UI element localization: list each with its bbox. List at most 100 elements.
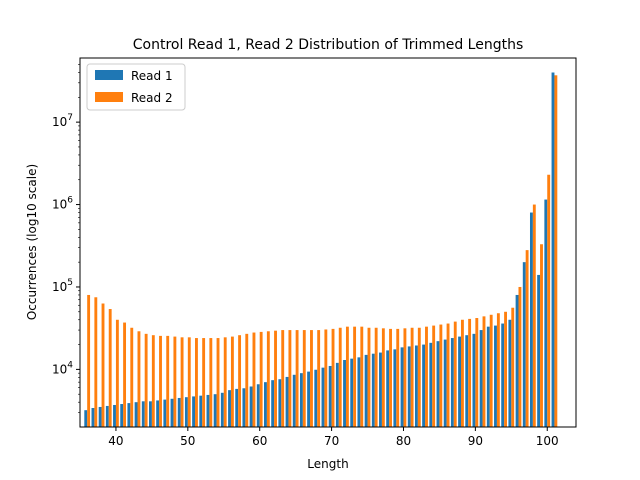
bar-read-1-length-94 [501,323,505,427]
y-tick-label-10e6: 106 [52,196,73,212]
bar-read-1-length-84 [429,342,433,427]
legend-swatch-read-2 [95,92,123,102]
bar-read-2-length-42 [130,327,134,427]
bar-read-2-length-66 [302,330,306,427]
x-axis: 40 50 60 70 80 90 100 [108,427,559,448]
bar-read-1-length-59 [249,386,253,427]
bar-read-2-length-83 [425,326,428,427]
legend-label-read-2: Read 2 [131,91,173,105]
bar-read-1-length-58 [242,388,246,427]
bar-read-1-length-75 [364,354,368,427]
bar-read-2-length-82 [417,327,421,427]
bar-read-1-length-79 [393,349,397,427]
bar-read-1-length-77 [379,352,382,427]
bar-read-1-length-95 [508,319,512,427]
bar-read-1-length-98 [529,212,533,427]
bar-read-2-length-69 [324,329,328,427]
bar-read-2-length-50 [187,337,191,427]
bar-read-1-length-50 [184,397,188,427]
bar-read-1-length-89 [465,335,469,427]
y-axis: 104 105 106 107 [52,64,80,413]
bar-read-2-length-63 [281,330,285,427]
bar-read-2-length-80 [403,328,407,427]
bar-read-1-length-85 [436,341,440,427]
bar-read-2-length-46 [159,335,162,427]
bar-read-1-length-100 [544,199,548,427]
bar-read-2-length-41 [123,322,127,427]
y-tick-label-10e5: 105 [52,278,73,294]
bar-read-1-length-40 [113,404,116,427]
legend: Read 1 Read 2 [86,63,186,111]
bar-read-1-length-45 [149,401,152,427]
bar-read-1-length-69 [321,367,325,427]
bar-read-1-length-54 [213,394,217,427]
bar-read-1-length-67 [307,371,311,427]
bar-read-1-length-81 [407,346,411,427]
bar-read-1-length-76 [371,353,375,427]
legend-label-read-1: Read 1 [131,69,173,83]
bar-read-2-length-59 [252,332,256,427]
bar-read-1-length-97 [522,262,526,427]
bar-read-1-length-44 [141,401,145,427]
x-tick-label-50: 50 [180,434,195,448]
bar-read-2-length-54 [216,338,220,427]
bar-read-1-length-64 [285,376,289,427]
bar-read-2-length-100 [547,174,551,427]
bar-read-2-length-79 [396,328,400,427]
bar-read-2-length-38 [101,303,105,427]
x-axis-label: Length [307,457,348,471]
bar-read-1-length-78 [386,350,390,427]
bar-read-2-length-55 [223,337,227,427]
bar-read-1-length-72 [343,360,346,427]
bar-read-1-length-70 [328,365,332,427]
bar-read-2-length-49 [180,337,184,427]
bar-read-2-length-65 [295,330,299,427]
chart-title: Control Read 1, Read 2 Distribution of T… [133,37,524,53]
legend-swatch-read-1 [95,70,123,80]
bar-read-2-length-87 [453,321,457,427]
bars-read-1 [84,72,555,427]
bar-read-2-length-47 [166,335,170,427]
bar-read-1-length-88 [458,336,461,427]
x-tick-label-70: 70 [324,434,339,448]
bar-read-1-length-38 [98,406,102,427]
bar-read-2-length-72 [345,326,349,427]
bar-read-2-length-85 [439,324,443,427]
bar-read-1-length-92 [486,326,490,427]
x-tick-label-60: 60 [252,434,267,448]
bar-read-1-length-87 [450,338,454,427]
bar-read-1-length-74 [357,357,361,427]
bar-read-2-length-98 [532,204,536,427]
bar-read-1-length-41 [120,404,124,427]
bar-read-1-length-52 [199,395,203,427]
bar-read-1-length-80 [400,347,404,427]
bar-read-2-length-74 [360,326,364,427]
bar-read-2-length-64 [288,330,292,427]
bar-read-2-length-45 [151,335,155,427]
bar-read-1-length-39 [105,405,109,427]
plot-frame [79,57,577,428]
bar-read-2-length-101 [554,75,558,428]
bar-read-1-length-66 [299,373,303,427]
bar-read-2-length-40 [115,319,119,427]
bar-read-2-length-37 [94,297,98,427]
bar-read-1-length-51 [192,396,196,427]
bar-read-2-length-58 [245,333,249,427]
bar-read-1-length-68 [314,369,318,427]
bar-read-1-length-91 [479,330,483,427]
bar-read-1-length-62 [271,380,275,427]
bar-read-1-length-82 [414,345,418,427]
bar-read-2-length-95 [511,307,515,427]
x-tick-label-100: 100 [536,434,559,448]
y-axis-label: Occurrences (log10 scale) [25,164,39,320]
bar-read-2-length-68 [317,330,321,427]
x-tick-label-40: 40 [108,434,123,448]
bar-read-1-length-57 [235,388,239,427]
bar-read-1-length-101 [551,72,555,427]
bar-read-2-length-67 [310,330,313,427]
bar-read-2-length-81 [410,327,414,427]
bar-read-2-length-62 [274,330,277,427]
bar-read-1-length-65 [292,374,296,427]
bar-read-1-length-71 [335,362,339,427]
bar-read-1-length-48 [170,398,174,427]
